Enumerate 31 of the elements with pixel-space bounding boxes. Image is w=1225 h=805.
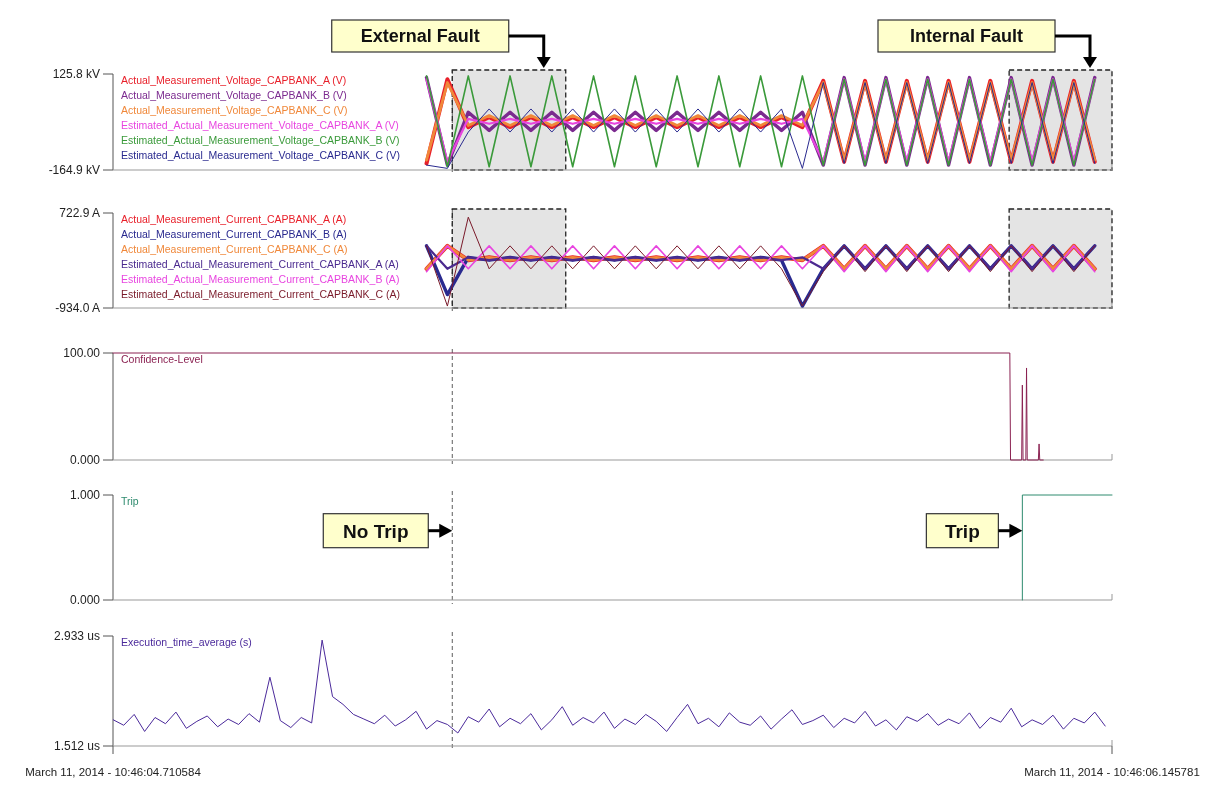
- text: Actual_Measurement_Voltage_CAPBANK_B (V): [121, 89, 347, 101]
- text: Actual_Measurement_Voltage_CAPBANK_A (V): [121, 74, 347, 86]
- band-label: Internal Fault: [909, 26, 1024, 46]
- text: Estimated_Actual_Measurement_Current_CAPBANK_C (A): [121, 288, 400, 300]
- y-tick-label: 100.00: [63, 346, 101, 361]
- y-tick-label: 0.000: [69, 453, 101, 468]
- text: Estimated_Actual_Measurement_Current_CAPBANK_A (A): [121, 258, 399, 270]
- y-tick-label: -934.0 A: [55, 301, 100, 316]
- y-tick-label: -164.9 kV: [48, 163, 100, 178]
- text: Actual_Measurement_Current_CAPBANK_A (A): [121, 213, 347, 225]
- series-label: Confidence-Level: [121, 353, 203, 365]
- y-tick-label: 0.000: [69, 593, 101, 608]
- text: Actual_Measurement_Voltage_CAPBANK_C (V): [121, 104, 348, 116]
- text: Actual_Measurement_Current_CAPBANK_C (A): [121, 243, 348, 255]
- text: Estimated_Actual_Measurement_Current_CAPBANK_B (A): [121, 273, 400, 285]
- y-tick-label: 1.000: [69, 488, 101, 503]
- text: Estimated_Actual_Measurement_Voltage_CAPBANK_C (V): [121, 149, 400, 161]
- text: Trip: [121, 495, 139, 507]
- y-tick-label: 1.512 us: [53, 739, 100, 754]
- text: Actual_Measurement_Current_CAPBANK_B (A): [121, 228, 347, 240]
- y-tick-label: 2.933 us: [53, 629, 100, 644]
- text: Estimated_Actual_Measurement_Voltage_CAPBANK_B (V): [121, 134, 400, 146]
- text: Execution_time_average (s): [121, 636, 252, 648]
- y-tick-label: 722.9 A: [59, 206, 100, 221]
- band-label: External Fault: [360, 26, 480, 46]
- annotation: No Trip: [343, 520, 409, 542]
- annotation: Trip: [944, 520, 980, 542]
- x-tick-label: March 11, 2014 - 10:46:06.145781: [1024, 766, 1200, 778]
- x-tick-label: March 11, 2014 - 10:46:04.710584: [25, 766, 202, 778]
- text: Estimated_Actual_Measurement_Voltage_CAPBANK_A (V): [121, 119, 399, 131]
- y-tick-label: 125.8 kV: [52, 67, 100, 82]
